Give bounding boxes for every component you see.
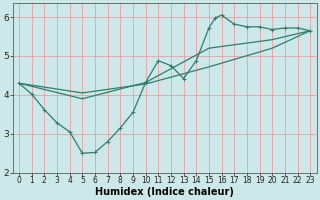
- X-axis label: Humidex (Indice chaleur): Humidex (Indice chaleur): [95, 187, 234, 197]
